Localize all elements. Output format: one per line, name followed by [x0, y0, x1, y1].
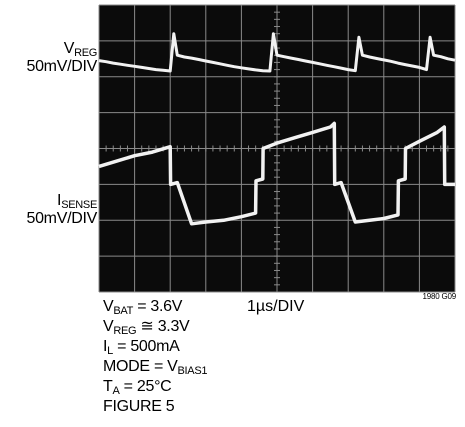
channel1-scale: 50mV/DIV — [26, 58, 97, 75]
channel2-scale: 50mV/DIV — [26, 210, 97, 227]
condition-ta: TA = 25°C — [103, 378, 172, 397]
figure-code: 1980 G09 — [422, 292, 456, 301]
traces — [98, 32, 456, 226]
channel2-label: ISENSE 50mV/DIV — [26, 192, 97, 228]
channel1-name: VREG — [63, 40, 98, 59]
trace-isense — [98, 121, 455, 226]
condition-il: IL = 500mA — [103, 338, 180, 357]
condition-vreg: VREG ≅ 3.3V — [103, 318, 190, 337]
figure-label: FIGURE 5 — [103, 398, 175, 415]
timebase-label: 1µs/DIV — [247, 298, 305, 315]
channel2-name: ISENSE — [57, 192, 97, 211]
condition-mode: MODE = VBIAS1 — [103, 358, 208, 377]
condition-vbat: VBAT = 3.6V — [103, 298, 183, 317]
channel1-label: VREG 50mV/DIV — [26, 40, 97, 76]
trace-vreg — [98, 32, 456, 73]
